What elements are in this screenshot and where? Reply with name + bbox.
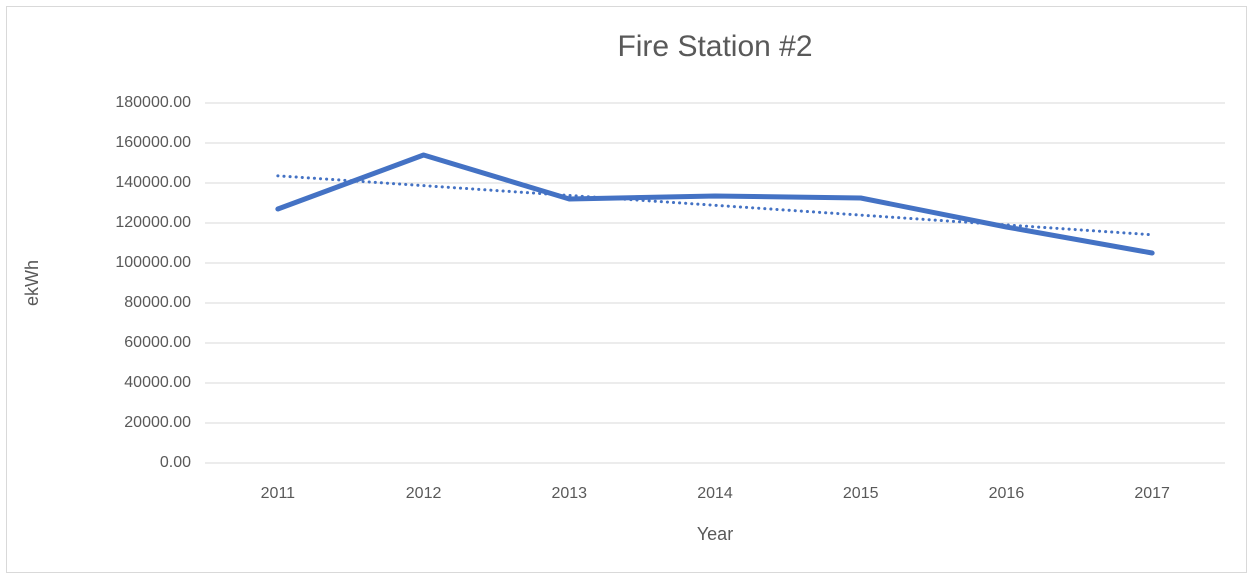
x-tick-label: 2012: [406, 485, 442, 502]
data-line: [275, 152, 1155, 256]
y-tick-label: 160000.00: [115, 134, 191, 151]
x-axis-title: Year: [697, 524, 733, 544]
x-tick-label: 2014: [697, 485, 733, 502]
chart-border: [6, 6, 1247, 573]
x-tick-label: 2011: [261, 485, 296, 502]
y-tick-label: 0.00: [160, 454, 191, 471]
x-tick-label: 2017: [1134, 485, 1170, 502]
x-tick-label: 2015: [843, 485, 879, 502]
y-tick-label: 180000.00: [115, 94, 191, 111]
y-tick-label: 140000.00: [115, 174, 191, 191]
y-axis-title: ekWh: [22, 260, 42, 306]
y-tick-label: 60000.00: [124, 334, 191, 351]
x-tick-label: 2016: [989, 485, 1025, 502]
y-tick-label: 120000.00: [115, 214, 191, 231]
y-tick-label: 20000.00: [124, 414, 191, 431]
x-tick-label: 2013: [551, 485, 587, 502]
y-tick-label: 40000.00: [124, 374, 191, 391]
trendline: [276, 174, 1154, 237]
y-tick-label: 80000.00: [124, 294, 191, 311]
y-tick-label: 100000.00: [115, 254, 191, 271]
chart-title: Fire Station #2: [617, 30, 812, 63]
